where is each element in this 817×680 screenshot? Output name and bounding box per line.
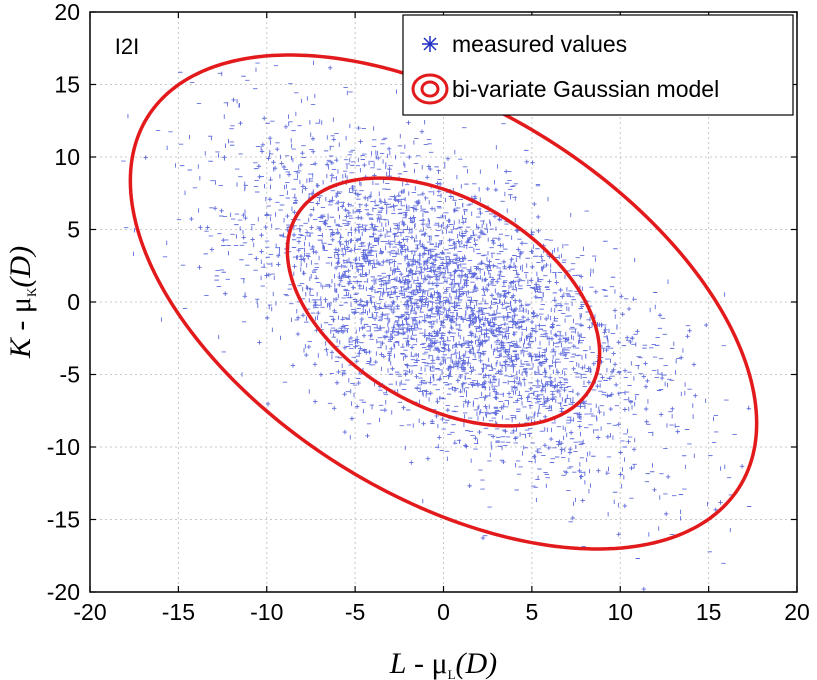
x-axis-label-var: L (389, 647, 407, 680)
y-axis-label-var: K (4, 336, 37, 359)
y-tick-label: 15 (54, 72, 80, 98)
x-tick-label: 5 (525, 599, 538, 625)
ellipse-inner (285, 176, 602, 428)
x-tick-label: -5 (345, 599, 365, 625)
legend-label-measured: measured values (452, 31, 627, 57)
legend: measured values bi-variate Gaussian mode… (402, 14, 794, 116)
measured-points (121, 60, 758, 592)
x-tick-label: 10 (607, 599, 633, 625)
x-tick-label: -20 (73, 599, 106, 625)
x-axis-label-sep: - (406, 647, 431, 680)
y-tick-label: 10 (54, 144, 80, 170)
legend-ellipse-outer (411, 73, 449, 105)
y-tick-label: -20 (47, 579, 80, 605)
y-tick-label: -10 (47, 434, 80, 460)
x-tick-label: -15 (162, 599, 195, 625)
legend-label-model: bi-variate Gaussian model (452, 76, 719, 102)
legend-box (402, 14, 794, 116)
y-tick-label: -5 (60, 362, 80, 388)
y-tick-label: 20 (54, 0, 80, 25)
x-axis-ticks: -20 -15 -10 -5 0 5 10 15 20 (73, 12, 810, 625)
x-axis-label-mu: μ (431, 647, 447, 680)
y-axis-label-sep: - (4, 313, 37, 338)
y-axis-label-arg: (D) (4, 246, 37, 288)
y-axis-label: K - μK(D) (4, 246, 39, 359)
y-tick-label: -15 (47, 507, 80, 533)
panel-label: I2I (115, 34, 139, 59)
x-axis-label-sub: L (448, 667, 456, 680)
y-tick-label: 5 (67, 217, 80, 243)
y-axis-label-sub: K (24, 287, 39, 297)
x-tick-label: 15 (696, 599, 722, 625)
x-tick-label: 20 (784, 599, 810, 625)
y-axis-label-mu: μ (4, 297, 37, 313)
y-axis-ticks: -20 -15 -10 -5 0 5 10 15 20 (47, 0, 797, 605)
x-axis-label-arg: (D) (456, 647, 498, 680)
legend-ellipse-icon (411, 73, 449, 105)
measured-points-cloud (121, 60, 758, 592)
legend-ellipse-inner (420, 80, 440, 98)
asterisk-stroke (423, 37, 437, 51)
gaussian-ellipses (128, 53, 759, 551)
ellipse-outer (128, 53, 759, 551)
x-tick-label: 0 (437, 599, 450, 625)
x-tick-label: -10 (250, 599, 283, 625)
legend-asterisk-icon (422, 36, 438, 52)
x-axis-label: L - μL(D) (389, 647, 497, 680)
y-tick-label: 0 (67, 289, 80, 315)
